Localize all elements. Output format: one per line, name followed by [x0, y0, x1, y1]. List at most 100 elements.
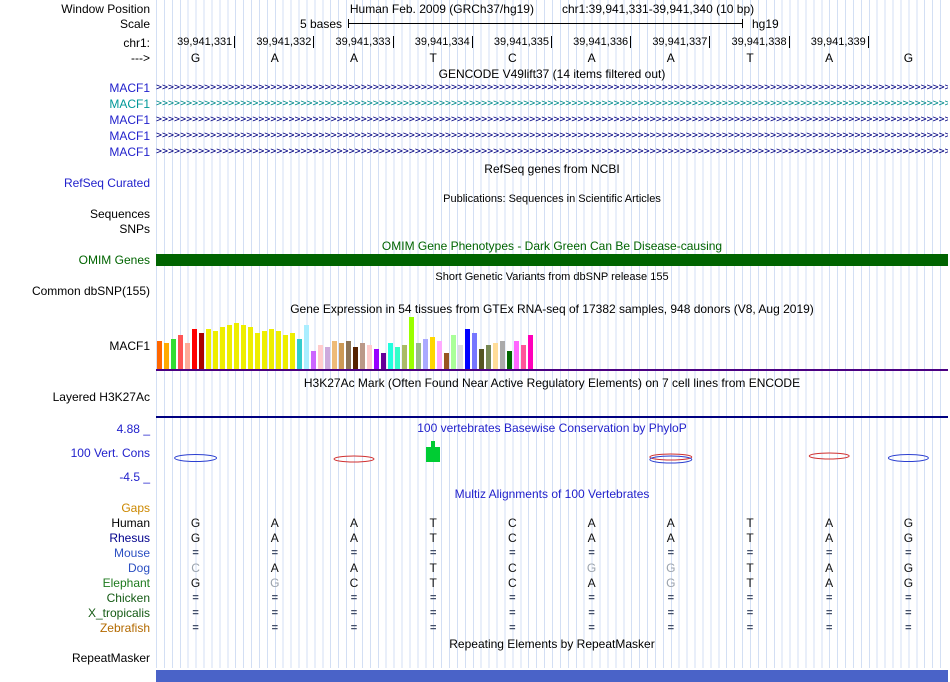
- alignment-base: G: [190, 531, 201, 545]
- gtex-tissue-bar: [423, 339, 428, 369]
- reference-base: G: [190, 51, 201, 65]
- alignment-base: T: [746, 576, 754, 590]
- gencode-header: GENCODE V49lift37 (14 items filtered out…: [438, 67, 666, 81]
- alignment-base: A: [587, 516, 596, 530]
- gtex-tissue-bar: [444, 353, 449, 369]
- species-label[interactable]: Mouse: [113, 546, 150, 560]
- alignment-base: A: [349, 531, 358, 545]
- species-label[interactable]: Human: [111, 516, 150, 530]
- track-label-refseq-curated[interactable]: RefSeq Curated: [63, 176, 150, 190]
- gtex-tissue-bar: [528, 335, 533, 369]
- alignment-base: G: [586, 561, 597, 575]
- alignment-base: A: [349, 516, 358, 530]
- species-label[interactable]: Zebrafish: [99, 621, 150, 635]
- gencode-gene-track[interactable]: >>>>>>>>>>>>>>>>>>>>>>>>>>>>>>>>>>>>>>>>…: [156, 0, 948, 162]
- alignment-base: =: [350, 622, 358, 634]
- gtex-tissue-bar: [402, 345, 407, 369]
- gtex-tissue-bar: [304, 325, 309, 369]
- alignment-base: =: [588, 607, 595, 619]
- position-title: chr1:39,941,331-39,941,340 (10 bp): [561, 2, 755, 16]
- gtex-tissue-bar: [416, 343, 421, 369]
- alignment-base: =: [667, 622, 674, 634]
- alignment-base: A: [587, 531, 596, 545]
- alignment-base: =: [192, 547, 199, 559]
- alignment-base: T: [429, 516, 437, 530]
- gene-track-label[interactable]: MACF1: [109, 97, 150, 111]
- gene-exon-arrows[interactable]: >>>>>>>>>>>>>>>>>>>>>>>>>>>>>>>>>>>>>>>>…: [156, 98, 948, 109]
- alignment-row[interactable]: = = = = = = = = = =: [156, 546, 948, 561]
- phylop-mark: [426, 447, 440, 462]
- gtex-tissue-bar: [332, 341, 337, 369]
- publications-header: Publications: Sequences in Scientific Ar…: [443, 193, 661, 205]
- species-label[interactable]: Rhesus: [109, 531, 150, 545]
- assembly-tag: hg19: [752, 17, 779, 31]
- gene-track-label[interactable]: MACF1: [109, 113, 150, 127]
- gtex-tissue-bar: [283, 335, 288, 369]
- window-position-title: Human Feb. 2009 (GRCh37/hg19) chr1:39,94…: [156, 2, 948, 16]
- alignment-base: =: [429, 592, 437, 604]
- alignment-base: T: [429, 576, 437, 590]
- track-label-gtex-gene[interactable]: MACF1: [109, 339, 150, 353]
- track-label-snps[interactable]: SNPs: [119, 222, 150, 236]
- gene-exon-arrows[interactable]: >>>>>>>>>>>>>>>>>>>>>>>>>>>>>>>>>>>>>>>>…: [156, 82, 948, 93]
- alignment-base: =: [350, 592, 358, 604]
- alignment-row[interactable]: = = = = = = = = = =: [156, 591, 948, 606]
- species-label[interactable]: Elephant: [102, 576, 150, 590]
- gene-track-label[interactable]: MACF1: [109, 145, 150, 159]
- alignment-base: A: [825, 561, 834, 575]
- track-label-common-dbsnp[interactable]: Common dbSNP(155): [31, 284, 150, 298]
- alignment-row[interactable]: = = = = = = = = = =: [156, 606, 948, 621]
- alignment-base: =: [746, 547, 754, 559]
- gtex-tissue-bar: [493, 343, 498, 369]
- alignment-base: =: [905, 607, 912, 619]
- gtex-header: Gene Expression in 54 tissues from GTEx …: [290, 302, 814, 316]
- gtex-tissue-bar: [514, 341, 519, 369]
- footer-position-bar[interactable]: [156, 670, 948, 682]
- alignment-base: =: [271, 607, 278, 619]
- track-label-layered-h3k27ac[interactable]: Layered H3K27Ac: [52, 390, 150, 404]
- track-label-sequences[interactable]: Sequences: [89, 207, 150, 221]
- gtex-expression-chart[interactable]: [157, 317, 533, 369]
- gtex-tissue-bar: [367, 345, 372, 369]
- gene-track-label[interactable]: MACF1: [109, 81, 150, 95]
- alignment-base: A: [666, 531, 675, 545]
- alignment-base: =: [905, 592, 912, 604]
- alignment-base: G: [903, 531, 914, 545]
- multiz-alignment-track[interactable]: G A A T C A A T A G G A A T C A A T A G = = = = = = = = = = C A A T C G G T A G…: [156, 0, 948, 682]
- species-label[interactable]: Dog: [127, 561, 150, 575]
- gene-exon-arrows[interactable]: >>>>>>>>>>>>>>>>>>>>>>>>>>>>>>>>>>>>>>>>…: [156, 114, 948, 125]
- alignment-base: =: [667, 547, 674, 559]
- alignment-base: =: [192, 592, 199, 604]
- alignment-base: A: [825, 576, 834, 590]
- omim-gene-bar[interactable]: [156, 254, 948, 266]
- gtex-tissue-bar: [262, 331, 267, 369]
- alignment-base: T: [429, 531, 437, 545]
- gene-track-label[interactable]: MACF1: [109, 129, 150, 143]
- alignment-base: =: [192, 622, 199, 634]
- track-label-repeatmasker[interactable]: RepeatMasker: [71, 651, 150, 665]
- gtex-tissue-bar: [458, 345, 463, 369]
- species-label[interactable]: X_tropicalis: [87, 606, 150, 620]
- gtex-tissue-bar: [346, 341, 351, 369]
- phylop-conservation-marks[interactable]: [156, 440, 948, 470]
- species-label[interactable]: Chicken: [106, 591, 150, 605]
- scale-value: 5 bases: [299, 17, 342, 31]
- phylop-mark: [808, 452, 850, 460]
- scale-label: Scale: [119, 17, 150, 31]
- gene-exon-arrows[interactable]: >>>>>>>>>>>>>>>>>>>>>>>>>>>>>>>>>>>>>>>>…: [156, 130, 948, 141]
- alignment-base: G: [190, 516, 201, 530]
- reference-base: T: [746, 51, 754, 65]
- track-label-omim-genes[interactable]: OMIM Genes: [78, 253, 150, 267]
- alignment-row[interactable]: = = = = = = = = = =: [156, 621, 948, 636]
- alignment-base: =: [825, 547, 833, 559]
- track-label-vert-cons[interactable]: 100 Vert. Cons: [70, 446, 150, 460]
- reference-base: G: [903, 51, 914, 65]
- alignment-base: A: [825, 516, 834, 530]
- gene-exon-arrows[interactable]: >>>>>>>>>>>>>>>>>>>>>>>>>>>>>>>>>>>>>>>>…: [156, 146, 948, 157]
- position-ruler[interactable]: 39,941,331 39,941,332 39,941,333 39,941,334…: [156, 36, 948, 49]
